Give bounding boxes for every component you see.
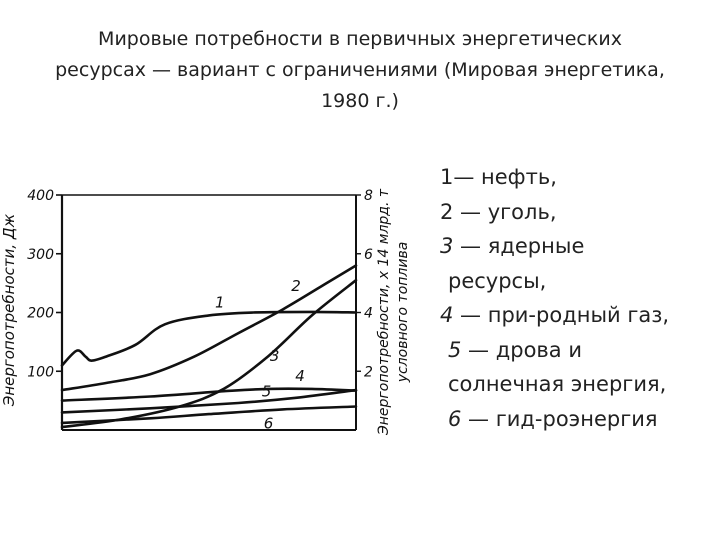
curve-label-3: 3 bbox=[270, 347, 280, 365]
curve-label-5: 5 bbox=[262, 382, 272, 400]
legend-item-5: 5 — дрова и bbox=[448, 337, 582, 362]
title-line-2: ресурсах — вариант с ограничениями (Миро… bbox=[55, 59, 665, 81]
series-line-5 bbox=[60, 388, 358, 414]
series-line-2 bbox=[60, 264, 358, 392]
series-line-4 bbox=[60, 387, 358, 402]
y-tick-right-label: 8 bbox=[364, 188, 373, 204]
y-tick-left-label: 100 bbox=[27, 364, 54, 380]
y-tick-left-label: 400 bbox=[27, 188, 54, 204]
y-axis-label-right-2: условного топлива bbox=[395, 242, 411, 384]
legend-item-3-cont: ресурсы, bbox=[448, 268, 547, 293]
y-tick-right-label: 4 bbox=[364, 306, 373, 322]
legend-item-3: 3 — ядерные bbox=[440, 234, 585, 258]
y-tick-right-label: 2 bbox=[364, 364, 373, 380]
legend-item-5-cont: солнечная энергия, bbox=[448, 372, 667, 396]
title-line-3: 1980 г.) bbox=[321, 90, 399, 112]
y-axis-label-right-1: Энергопотребности, x 14 млрд. т bbox=[376, 188, 392, 436]
legend-item-4: 4 — при-родный газ, bbox=[440, 303, 670, 327]
curve-label-6: 6 bbox=[264, 414, 274, 432]
curve-label-1: 1 bbox=[215, 293, 225, 311]
y-ticks-left: 400 300 200 100 bbox=[27, 188, 62, 380]
y-tick-right-label: 6 bbox=[364, 247, 373, 263]
series-line-1 bbox=[60, 310, 358, 367]
legend-item-6: 6 — гид-роэнергия bbox=[448, 406, 658, 431]
y-tick-left-label: 300 bbox=[27, 247, 54, 263]
series-lines bbox=[60, 264, 358, 429]
curve-label-2: 2 bbox=[291, 277, 301, 295]
y-axis-label-left: Энергопотребности, Дж bbox=[0, 213, 18, 407]
legend-item-1: 1— нефть, bbox=[440, 165, 557, 189]
title-line-1: Мировые потребности в первичных энергети… bbox=[98, 28, 622, 50]
legend-item-2: 2 — уголь, bbox=[440, 199, 557, 224]
curve-labels: 1 2 34 5 6 bbox=[215, 277, 305, 433]
slide-title: Мировые потребности в первичных энергети… bbox=[30, 24, 690, 117]
y-tick-left-label: 200 bbox=[27, 306, 54, 322]
y-ticks-right: 8 6 4 2 bbox=[356, 188, 373, 380]
legend: 1— нефть, 2 — уголь, 3 — ядерные ресурсы… bbox=[440, 160, 710, 436]
series-line-6 bbox=[60, 405, 358, 425]
curve-label-4: 4 bbox=[295, 367, 305, 385]
